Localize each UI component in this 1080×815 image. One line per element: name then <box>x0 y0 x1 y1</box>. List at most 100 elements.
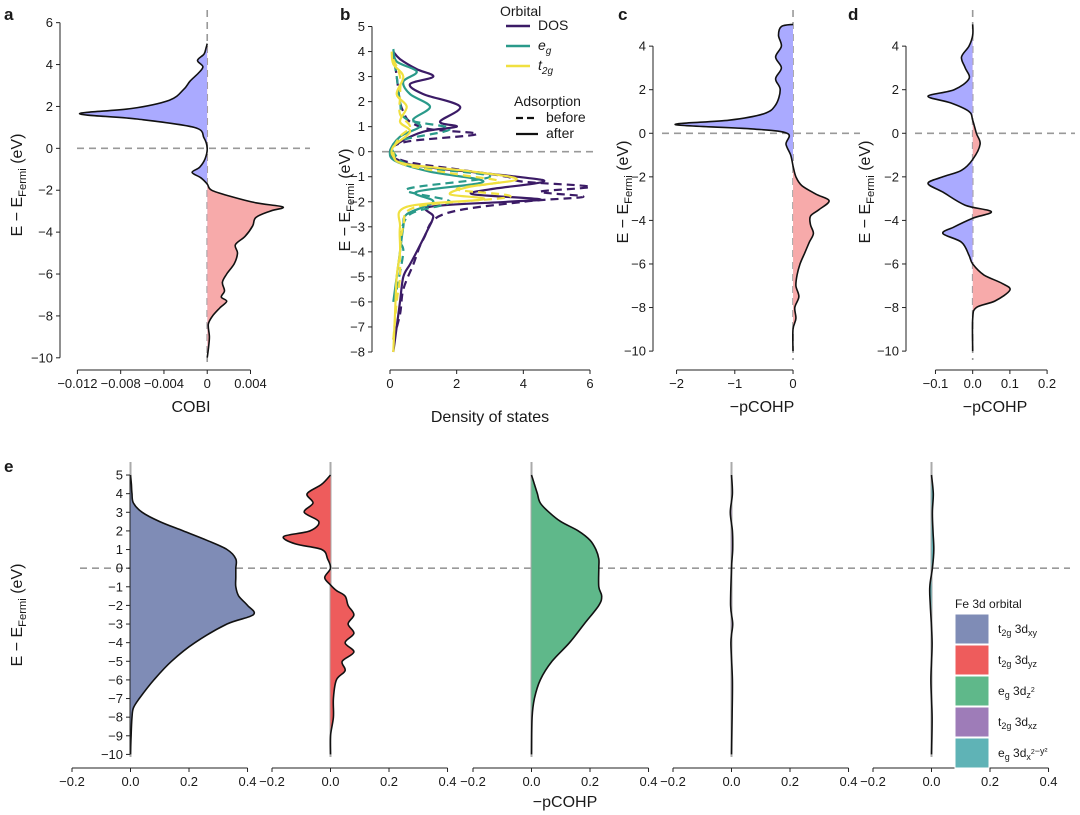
y-tick-label: −6 <box>350 294 365 309</box>
y-tick-label: −2 <box>350 194 365 209</box>
x-tick-label: 0.004 <box>234 376 267 391</box>
legend-swatch-dxz <box>954 706 990 738</box>
y-tick-label: −10 <box>101 747 123 762</box>
x-tick-label: 0 <box>789 376 796 391</box>
series-dos-after <box>388 50 546 353</box>
subpanel-t2g-3dxz: −0.2 0.0 0.2 0.4 <box>660 462 858 789</box>
y-tick-label: −8 <box>38 308 53 323</box>
x-tick-label: 0.0 <box>964 376 982 391</box>
cobi-curve <box>78 43 285 358</box>
y-tick-label: −4 <box>631 213 646 228</box>
y-tick-label: 4 <box>46 57 53 72</box>
x-tick-label: 0.2 <box>1038 376 1056 391</box>
panel-a: −10 −8 −6 −4 −2 0 2 4 6 −0.012 −0.008 −0.004 0 0.004 C… <box>9 10 310 416</box>
legend-swatch-dxy <box>954 613 990 645</box>
pcohp-dyz-curve <box>282 474 355 755</box>
y-tick-label: 4 <box>358 44 365 59</box>
y-axis-label: E − EFermi (eV) <box>9 564 29 667</box>
y-tick-label: −4 <box>884 213 899 228</box>
x-tick-label: 0.4 <box>438 774 456 789</box>
x-tick-label: 0.2 <box>981 774 999 789</box>
y-tick-label: 5 <box>116 468 123 483</box>
y-tick-label: 1 <box>116 542 123 557</box>
legend-label-dxy: t2g 3dxy <box>998 622 1038 638</box>
y-tick-label: −6 <box>38 267 53 282</box>
x-tick-label: −1 <box>727 376 742 391</box>
y-tick-label: −3 <box>108 617 123 632</box>
x-tick-label: −0.2 <box>460 774 486 789</box>
y-tick-label: −8 <box>631 300 646 315</box>
legend-label-dos: DOS <box>538 17 568 33</box>
y-tick-label: 4 <box>892 39 899 54</box>
cobi-bonding-fill <box>79 43 208 358</box>
x-tick-label: 0.4 <box>1039 774 1057 789</box>
x-tick-label: 0 <box>204 376 211 391</box>
panel-b: −8 −7 −6 −5 −4 −3 −2 −1 0 1 2 3 4 5 0 2 4 6 Density of sta… <box>337 3 598 426</box>
pcohp-dxz-curve <box>729 474 734 755</box>
y-tick-label: 0 <box>358 144 365 159</box>
x-tick-label: 0.0 <box>522 774 540 789</box>
x-tick-label: 0.4 <box>639 774 657 789</box>
y-tick-label: −6 <box>884 256 899 271</box>
y-tick-label: 2 <box>116 523 123 538</box>
x-tick-label: −0.2 <box>660 774 686 789</box>
y-tick-label: −2 <box>38 183 53 198</box>
panel-letter-e: e <box>4 457 13 476</box>
x-tick-label: −0.2 <box>59 774 85 789</box>
x-tick-label: −0.1 <box>923 376 949 391</box>
x-axis-label: −pCOHP <box>730 399 794 416</box>
y-tick-label: 0 <box>46 141 53 156</box>
x-tick-label: 0 <box>386 376 393 391</box>
x-axis-label: −pCOHP <box>963 399 1027 416</box>
x-tick-label: 0.2 <box>781 774 799 789</box>
y-tick-label: 1 <box>358 119 365 134</box>
x-tick-label: 0.4 <box>238 774 256 789</box>
y-tick-label: −4 <box>108 635 123 650</box>
legend-label-dyz: t2g 3dyz <box>998 653 1038 669</box>
y-tick-label: −7 <box>108 691 123 706</box>
pcohp-dz2-curve <box>530 474 603 755</box>
y-tick-label: 2 <box>892 82 899 97</box>
panel-d: −10 −8 −6 −4 −2 0 2 4 −0.1 0.0 0.1 0.2 −pCOHP E − EFe… <box>857 10 1075 416</box>
y-tick-label: −7 <box>350 319 365 334</box>
legend-label-eg: eg <box>538 37 552 57</box>
y-tick-label: −5 <box>350 269 365 284</box>
pcohp-c-curve <box>674 23 830 352</box>
subpanel-eg-3dz2: −0.2 0.0 0.2 0.4 <box>460 462 658 789</box>
pcohp-d-antibonding-fill <box>972 24 1011 352</box>
panel-letter-d: d <box>848 5 858 24</box>
pcohp-d-curve <box>927 24 1011 352</box>
legend-label-after: after <box>546 125 574 141</box>
y-tick-label: 2 <box>639 82 646 97</box>
y-axis-label: E − EFermi (eV) <box>337 149 357 252</box>
x-tick-label: −0.2 <box>860 774 886 789</box>
y-tick-label: 5 <box>358 19 365 34</box>
x-tick-label: 0.2 <box>581 774 599 789</box>
pcohp-dx2y2-curve <box>928 474 935 755</box>
series-eg-before <box>390 56 492 290</box>
legend-label-dz2: eg 3dz2 <box>998 684 1035 700</box>
x-tick-label: −0.004 <box>144 376 184 391</box>
legend-swatch-dz2 <box>954 675 990 707</box>
y-tick-label: −2 <box>631 169 646 184</box>
legend-swatch-dyz <box>954 644 990 676</box>
legend-title-adsorption: Adsorption <box>514 93 581 109</box>
x-tick-label: 0.4 <box>839 774 857 789</box>
x-axis-label: Density of states <box>431 409 549 426</box>
subpanel-eg-3dx2-y2: −0.2 0.0 0.2 0.4 <box>860 462 1058 789</box>
x-tick-label: 0.0 <box>121 774 139 789</box>
y-tick-label: −8 <box>350 344 365 359</box>
x-tick-label: 2 <box>453 376 460 391</box>
x-tick-label: −0.008 <box>101 376 141 391</box>
legend-label-t2g: t2g <box>538 57 553 77</box>
x-tick-label: 0.2 <box>180 774 198 789</box>
y-tick-label: −3 <box>350 219 365 234</box>
y-axis-label: E − EFermi (eV) <box>615 141 635 244</box>
y-tick-label: −10 <box>624 344 646 359</box>
legend-swatch-dx2y2 <box>954 737 990 769</box>
x-tick-label: 4 <box>520 376 527 391</box>
x-tick-label: 0.1 <box>1001 376 1019 391</box>
